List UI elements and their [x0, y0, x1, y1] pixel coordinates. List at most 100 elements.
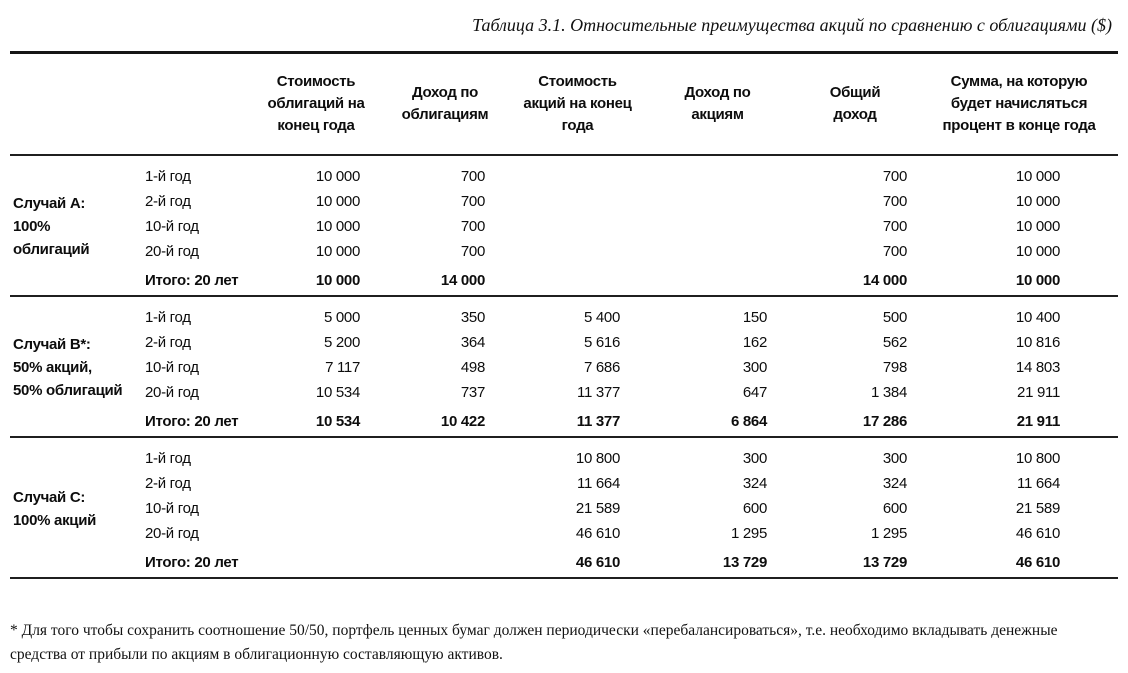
- cell: 46 610: [575, 554, 620, 571]
- row-label: Итого: 20 лет: [145, 272, 239, 289]
- cell: 324: [742, 475, 767, 492]
- cell: [510, 239, 645, 264]
- cell: 300: [882, 450, 907, 467]
- cell: 600: [742, 500, 767, 517]
- cell: 7 686: [583, 359, 620, 376]
- cell: 10 000: [1015, 168, 1060, 185]
- cell: 5 400: [583, 309, 620, 326]
- row-label: 10-й год: [145, 218, 199, 235]
- column-header: Стоимость акций на конец года: [523, 73, 632, 134]
- cell: 364: [460, 334, 485, 351]
- cell: 562: [882, 334, 907, 351]
- cell: 350: [460, 309, 485, 326]
- table-section: Случай B*: 50% акций, 50% облигаций 1-й год…: [10, 295, 1118, 436]
- cell: 5 200: [323, 334, 360, 351]
- cell: 11 664: [1017, 475, 1060, 492]
- cell: 300: [742, 359, 767, 376]
- cell: [252, 471, 380, 496]
- column-header: Сумма, на которую будет начисляться проц…: [942, 73, 1096, 134]
- row-label: 1-й год: [145, 168, 191, 185]
- table-section: Случай A: 100% облигаций 1-й год 10 000 700 70…: [10, 156, 1118, 295]
- cell: 21 911: [1016, 413, 1061, 430]
- cell: 10 400: [1015, 309, 1060, 326]
- cell: 11 664: [577, 475, 620, 492]
- cell: 10 422: [440, 413, 485, 430]
- cell: [252, 496, 380, 521]
- cell: 13 729: [862, 554, 907, 571]
- table-section: Случай C: 100% акций 1-й год 10 800 300 300 10…: [10, 436, 1118, 577]
- cell: 11 377: [576, 413, 621, 430]
- table-header-row: Стоимость облигаций на конец года Доход п…: [10, 54, 1118, 156]
- cell: 11 377: [577, 384, 620, 401]
- cell: 13 729: [722, 554, 767, 571]
- cell: [380, 521, 510, 546]
- row-label: 2-й год: [145, 334, 191, 351]
- cell: 7 117: [325, 359, 360, 376]
- cell: 700: [460, 218, 485, 235]
- cell: [510, 214, 645, 239]
- cell: 46 610: [575, 525, 620, 542]
- row-label: 2-й год: [145, 193, 191, 210]
- cell: [645, 264, 790, 289]
- cell: 6 864: [730, 413, 767, 430]
- footnote: * Для того чтобы сохранить соотношение 5…: [10, 622, 1058, 663]
- table-body: Случай A: 100% облигаций 1-й год 10 000 700 70…: [10, 156, 1118, 577]
- column-header: Стоимость облигаций на конец года: [267, 73, 365, 134]
- row-label: 20-й год: [145, 243, 199, 260]
- cell: [510, 264, 645, 289]
- cell: 798: [882, 359, 907, 376]
- cell: [645, 239, 790, 264]
- row-label: 20-й год: [145, 525, 199, 542]
- cell: [380, 496, 510, 521]
- cell: 10 000: [1015, 218, 1060, 235]
- cell: 10 000: [315, 218, 360, 235]
- cell: 700: [460, 168, 485, 185]
- cell: 150: [742, 309, 767, 326]
- column-header: Общий доход: [829, 84, 881, 123]
- cell: [380, 471, 510, 496]
- cell: 46 610: [1015, 554, 1060, 571]
- cell: 300: [742, 450, 767, 467]
- cell: 10 534: [315, 413, 360, 430]
- cell: 700: [460, 193, 485, 210]
- cell: 10 000: [1015, 193, 1060, 210]
- cell: 1 384: [870, 384, 907, 401]
- cell: 46 610: [1015, 525, 1060, 542]
- cell: 14 000: [862, 272, 907, 289]
- cell: 5 616: [583, 334, 620, 351]
- cell: 647: [742, 384, 767, 401]
- data-table: Стоимость облигаций на конец года Доход п…: [10, 51, 1118, 579]
- row-label: Итого: 20 лет: [145, 413, 239, 430]
- cell: 10 000: [1015, 243, 1060, 260]
- row-label: 2-й год: [145, 475, 191, 492]
- case-label: Случай B*: 50% акций, 50% облигаций: [13, 336, 123, 399]
- column-header: Доход по акциям: [684, 84, 751, 123]
- cell: [645, 214, 790, 239]
- cell: [252, 546, 380, 571]
- cell: 737: [460, 384, 485, 401]
- cell: 10 800: [575, 450, 620, 467]
- column-header: Доход по облигациям: [401, 84, 489, 123]
- cell: 498: [460, 359, 485, 376]
- cell: 10 816: [1015, 334, 1060, 351]
- cell: 1 295: [730, 525, 767, 542]
- cell: 10 000: [315, 272, 360, 289]
- cell: 5 000: [323, 309, 360, 326]
- cell: 162: [742, 334, 767, 351]
- cell: 700: [882, 193, 907, 210]
- cell: 700: [882, 168, 907, 185]
- cell: 14 000: [440, 272, 485, 289]
- cell: 700: [882, 243, 907, 260]
- cell: 324: [882, 475, 907, 492]
- case-label: Случай A: 100% облигаций: [13, 195, 90, 258]
- cell: 600: [882, 500, 907, 517]
- cell: [380, 446, 510, 471]
- cell: 700: [460, 243, 485, 260]
- row-label: 1-й год: [145, 309, 191, 326]
- cell: 21 911: [1017, 384, 1060, 401]
- cell: 21 589: [1015, 500, 1060, 517]
- row-label: 20-й год: [145, 384, 199, 401]
- row-label: Итого: 20 лет: [145, 554, 239, 571]
- cell: [645, 189, 790, 214]
